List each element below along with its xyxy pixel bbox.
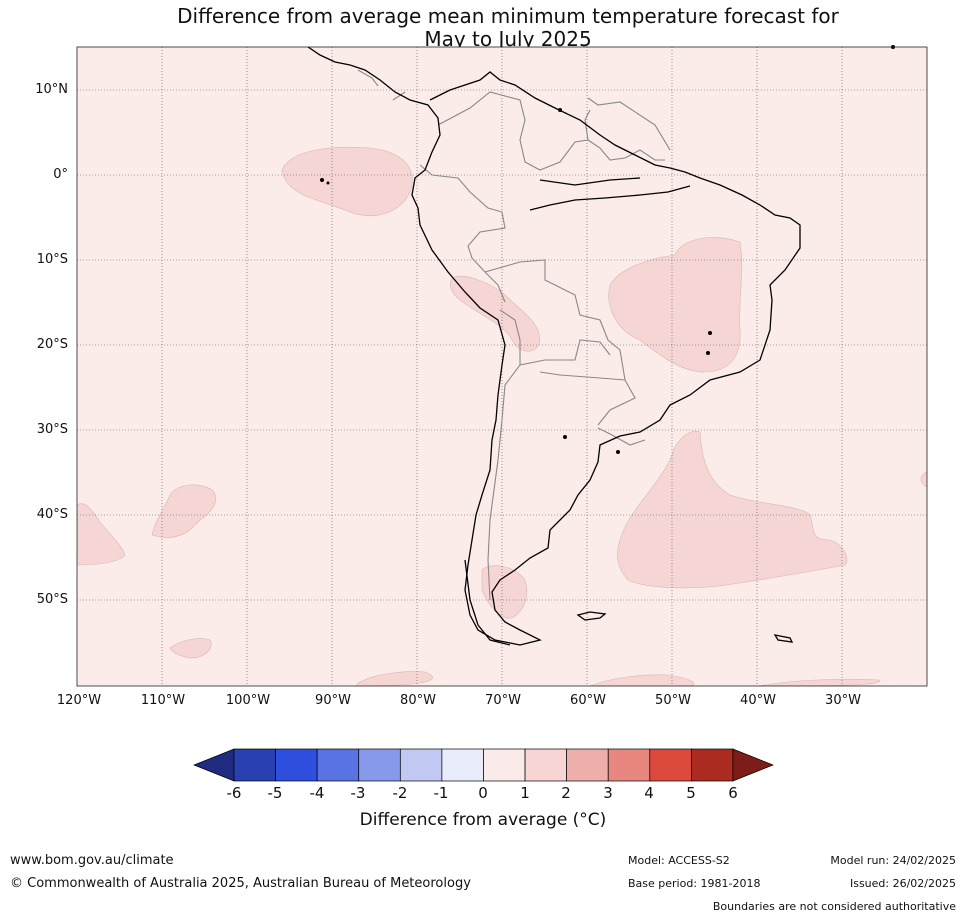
- colorbar-tick: -3: [350, 784, 366, 802]
- anomaly-region-pacific-south-2: [77, 503, 126, 566]
- lat-label-0: 0°: [53, 167, 68, 182]
- anomaly-region-bottom-3: [759, 678, 881, 686]
- anomaly-region-bottom-2: [589, 674, 695, 686]
- anomaly-regions: [77, 146, 927, 686]
- colorbar-cell: [275, 748, 318, 782]
- lat-label-10s: 10°S: [36, 252, 68, 267]
- colorbar-cell: [358, 748, 401, 782]
- lon-label-110w: 110°W: [140, 693, 186, 708]
- map-frame: [76, 46, 928, 687]
- footer-model-run: Model run: 24/02/2025: [830, 854, 956, 867]
- colorbar-cell: [524, 748, 567, 782]
- colorbar-tick: 0: [478, 784, 488, 802]
- anomaly-region-pacific-south-1: [151, 484, 216, 539]
- map-title-line1: Difference from average mean minimum tem…: [177, 4, 839, 28]
- colorbar: [193, 748, 774, 782]
- colorbar-cell: [233, 748, 276, 782]
- colorbar-cell: [399, 748, 443, 782]
- lon-label-90w: 90°W: [315, 693, 351, 708]
- colorbar-tick: -6: [226, 784, 242, 802]
- footer-base-period: Base period: 1981-2018: [628, 877, 761, 890]
- colorbar-tick: 3: [603, 784, 613, 802]
- colorbar-tick: 1: [520, 784, 530, 802]
- colorbar-cell: [483, 748, 526, 782]
- anomaly-region-south-atlantic: [617, 430, 848, 589]
- footer-disclaimer: Boundaries are not considered authoritat…: [712, 900, 956, 913]
- colorbar-cell: [607, 748, 651, 782]
- lon-label-80w: 80°W: [400, 693, 436, 708]
- lat-label-10n: 10°N: [35, 82, 68, 97]
- colorbar-arrow-high: [732, 748, 774, 782]
- colorbar-tick: 6: [728, 784, 738, 802]
- country-borders: [357, 69, 671, 601]
- lat-label-30s: 30°S: [36, 422, 68, 437]
- colorbar-cell: [441, 748, 484, 782]
- anomaly-region-brazil: [608, 237, 743, 373]
- footer-issued: Issued: 26/02/2025: [849, 877, 956, 890]
- colorbar-tick: -4: [309, 784, 325, 802]
- anomaly-region-patagonia: [481, 565, 528, 619]
- colorbar-tick: -5: [267, 784, 283, 802]
- colorbar-tick: 2: [561, 784, 571, 802]
- colorbar-cell: [566, 748, 609, 782]
- lat-label-50s: 50°S: [36, 592, 68, 607]
- footer-copyright: © Commonwealth of Australia 2025, Austra…: [10, 876, 471, 891]
- colorbar-cell: [649, 748, 692, 782]
- lon-label-70w: 70°W: [485, 693, 521, 708]
- map-gridlines: [77, 47, 927, 686]
- lon-label-50w: 50°W: [655, 693, 691, 708]
- anomaly-region-bottom-1: [356, 671, 433, 686]
- colorbar-tick: -2: [392, 784, 408, 802]
- colorbar-cell: [691, 748, 734, 782]
- islands: [320, 45, 895, 454]
- colorbar-tick: 5: [686, 784, 696, 802]
- colorbar-arrow-low: [193, 748, 235, 782]
- forecast-map: [76, 45, 928, 687]
- lon-label-30w: 30°W: [825, 693, 861, 708]
- lon-label-120w: 120°W: [56, 693, 102, 708]
- lon-label-100w: 100°W: [225, 693, 271, 708]
- colorbar-cells: [193, 748, 774, 782]
- colorbar-cell: [316, 748, 360, 782]
- map-title-line2: May to July 2025: [424, 27, 592, 51]
- coastline: [307, 47, 801, 646]
- footer-url: www.bom.gov.au/climate: [10, 853, 174, 868]
- lat-label-20s: 20°S: [36, 337, 68, 352]
- footer-model: Model: ACCESS-S2: [628, 854, 730, 867]
- colorbar-tick: -1: [433, 784, 449, 802]
- lon-label-40w: 40°W: [740, 693, 776, 708]
- lat-label-40s: 40°S: [36, 507, 68, 522]
- anomaly-region-pacific-south-3: [169, 638, 212, 659]
- colorbar-tick: 4: [644, 784, 654, 802]
- colorbar-label: Difference from average (°C): [359, 810, 607, 830]
- lon-label-60w: 60°W: [570, 693, 606, 708]
- anomaly-region-pacific-north: [281, 146, 413, 217]
